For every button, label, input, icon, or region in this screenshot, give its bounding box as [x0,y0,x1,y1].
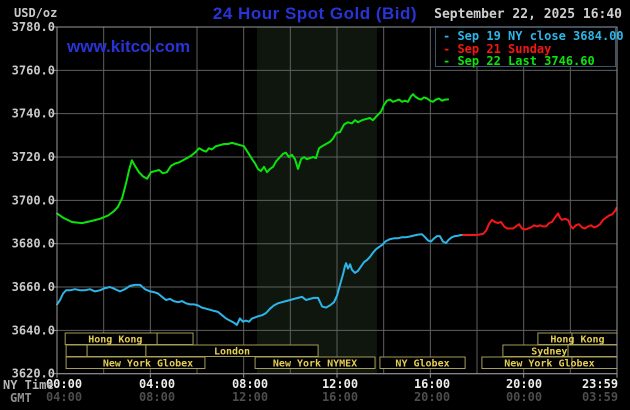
session-box [254,356,376,369]
x-tick-gmt: 03:59 [582,390,618,404]
session-label: Sydney [531,347,567,358]
session-label: New York NYMEX [273,359,357,370]
series-sep-21 [462,206,618,236]
page-title: 24 Hour Spot Gold (Bid) [212,4,418,23]
session-box [86,344,147,357]
y-tick-label: 3740.0 [12,107,55,121]
session-box [145,344,319,357]
session-label: Hong Kong [550,335,604,346]
y-tick-label: 3620.0 [12,367,55,381]
legend-dash: - [443,29,451,43]
x-tick-gmt: 20:00 [414,390,450,404]
x-tick-ny: 00:00 [46,377,82,391]
gmt-axis-label: GMT [10,391,32,405]
kitco-watermark-link[interactable]: www.kitco.com [67,37,191,56]
y-tick-label: 3640.0 [12,323,55,337]
x-tick-ny: 08:00 [232,377,268,391]
plot-border [56,26,618,375]
y-tick-label: 3760.0 [12,63,55,77]
legend-label: Sep 22 Last 3746.60 [450,54,595,68]
session-label: New York Globex [103,359,193,370]
legend-dash: - [443,41,451,56]
ny-time-axis-label: NY Time [3,378,54,392]
y-tick-label: 3680.0 [12,237,55,251]
legend-label: Sep 21 Sunday [450,41,552,56]
x-tick-ny: 20:00 [506,377,542,391]
session-box [379,356,466,369]
x-tick-ny: 16:00 [414,377,450,391]
x-tick-ny: 23:59 [582,377,618,391]
series-sep-22 [56,93,450,225]
y-tick-label: 3720.0 [12,150,55,164]
legend-label: Sep 19 NY close 3684.00 [450,29,624,43]
legend-row-sep19: - Sep 19 NY close 3684.00 [436,29,624,43]
session-label: London [214,347,250,358]
legend-row-sep21: - Sep 21 Sunday [436,41,615,56]
session-label: Hong Kong [88,335,142,346]
x-tick-ny: 12:00 [322,377,358,391]
x-tick-gmt: 00:00 [506,390,542,404]
session-label: NY Globex [395,359,449,370]
chart-datetime: September 22, 2025 16:40 [434,7,622,22]
legend-dash: - [443,54,451,68]
legend-row-sep22: - Sep 22 Last 3746.60 [436,55,615,68]
x-tick-gmt: 08:00 [139,390,175,404]
session-box [65,344,88,357]
y-tick-label: 3660.0 [12,280,55,294]
x-tick-gmt: 12:00 [232,390,268,404]
session-label: New York Globex [504,359,594,370]
y-tick-label: 3780.0 [12,20,55,34]
x-tick-gmt: 16:00 [322,390,358,404]
session-box [65,356,206,369]
x-tick-ny: 04:00 [139,377,175,391]
unit-label: USD/oz [14,6,58,20]
series-sep-19 [56,233,464,326]
x-tick-gmt: 04:00 [46,390,82,404]
chart-legend: - Sep 19 NY close 3684.00 - Sep 21 Sunda… [435,27,624,68]
y-tick-label: 3700.0 [12,193,55,207]
